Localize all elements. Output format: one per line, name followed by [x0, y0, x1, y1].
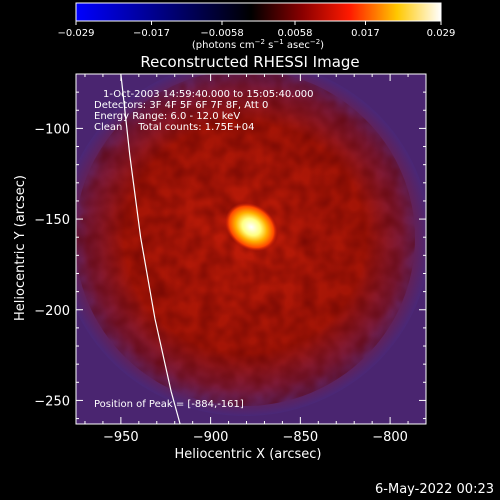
y-tick-label: −150: [34, 213, 70, 228]
x-axis-title: Heliocentric X (arcsec): [175, 447, 322, 462]
chart-title: Reconstructed RHESSI Image: [140, 53, 359, 71]
colorbar-tick-label: −0.029: [57, 28, 94, 39]
y-tick-label: −200: [34, 304, 70, 319]
y-tick-label: −100: [34, 122, 70, 137]
colorbar-tick-label: 0.0058: [278, 28, 313, 39]
colorbar-unit: (photons cm−2 s−1 asec−2): [192, 38, 324, 51]
colorbar: −0.029 −0.017 −0.0058 0.0058 0.017 0.029 (pho…: [57, 2, 455, 51]
annotation-energy-range: Energy Range: 6.0 - 12.0 keV: [94, 111, 240, 122]
colorbar-ticks: −0.029 −0.017 −0.0058 0.0058 0.017 0.029: [57, 21, 455, 39]
x-tick-label: −850: [282, 430, 318, 445]
x-tick-label: −900: [193, 430, 229, 445]
y-axis: −100 −150 −200 −250: [34, 73, 426, 420]
colorbar-gradient: [75, 2, 442, 22]
plot-frame: [75, 73, 427, 425]
annotations: 1-Oct-2003 14:59:40.000 to 15:05:40.000 …: [94, 89, 314, 410]
annotation-detectors: Detectors: 3F 4F 5F 6F 7F 8F, Att 0: [94, 100, 268, 111]
x-tick-label: −800: [372, 430, 408, 445]
y-axis-title: Heliocentric Y (arcsec): [13, 175, 28, 321]
peak-source: [225, 202, 278, 252]
colorbar-tick-label: 0.029: [427, 28, 456, 39]
x-axis: −950 −900 −850 −800: [84, 74, 427, 445]
footer-timestamp: 6-May-2022 00:23: [375, 482, 494, 497]
colorbar-tick-label: −0.017: [133, 28, 170, 39]
annotation-time-range: 1-Oct-2003 14:59:40.000 to 15:05:40.000: [103, 89, 314, 100]
annotation-clean: Clean Total counts: 1.75E+04: [94, 122, 254, 133]
plot-area: [76, 74, 426, 424]
annotation-peak-position: Position of Peak = [-884,-161]: [94, 399, 244, 410]
x-tick-label: −950: [103, 430, 139, 445]
y-tick-label: −250: [34, 394, 70, 409]
colorbar-tick-label: −0.0058: [200, 28, 243, 39]
solar-limb-line: [120, 74, 181, 424]
colorbar-tick-label: 0.017: [351, 28, 380, 39]
